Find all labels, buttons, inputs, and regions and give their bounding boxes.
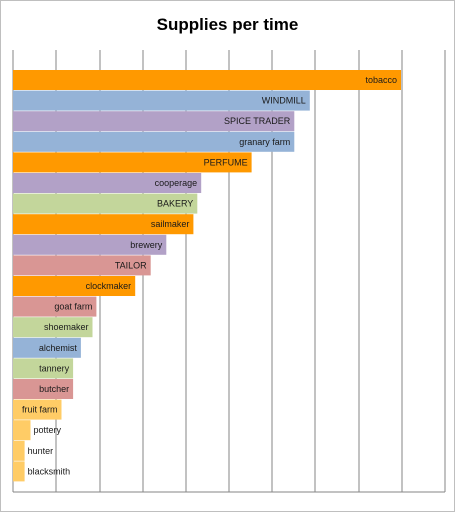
bar bbox=[13, 420, 31, 441]
bar bbox=[13, 111, 295, 132]
bar-category-label: pottery bbox=[34, 425, 62, 435]
bars bbox=[13, 70, 401, 482]
chart-title: Supplies per time bbox=[156, 15, 299, 34]
bar-category-label: butcher bbox=[39, 384, 69, 394]
bar-category-label: cooperage bbox=[155, 178, 198, 188]
bar bbox=[13, 255, 151, 276]
bar bbox=[13, 276, 136, 296]
bar-category-label: PERFUME bbox=[204, 157, 248, 167]
bar-category-label: goat farm bbox=[54, 302, 92, 312]
bar bbox=[13, 461, 25, 482]
bar-category-label: granary farm bbox=[239, 137, 290, 147]
bar-category-label: fruit farm bbox=[22, 405, 58, 415]
bar bbox=[13, 152, 252, 173]
bar bbox=[13, 440, 25, 461]
bar bbox=[13, 234, 167, 255]
bar-labels: tobacco WINDMILL SPICE TRADER granary farm P… bbox=[22, 75, 397, 476]
bar bbox=[13, 358, 74, 379]
bar bbox=[13, 379, 74, 399]
bar bbox=[13, 90, 310, 111]
bar-category-label: blacksmith bbox=[28, 466, 71, 476]
bar-category-label: brewery bbox=[130, 240, 163, 250]
bar bbox=[13, 214, 194, 235]
bar-category-label: tobacco bbox=[365, 75, 397, 85]
bar bbox=[13, 399, 62, 420]
bar-category-label: alchemist bbox=[39, 343, 78, 353]
bar-category-label: tannery bbox=[39, 363, 70, 373]
bar bbox=[13, 193, 198, 214]
bar bbox=[13, 296, 97, 317]
bar-category-label: clockmaker bbox=[86, 281, 132, 291]
bar-category-label: hunter bbox=[28, 446, 54, 456]
bar-category-label: sailmaker bbox=[151, 219, 190, 229]
bar-category-label: shoemaker bbox=[44, 322, 89, 332]
bar-category-label: TAILOR bbox=[115, 260, 147, 270]
bar bbox=[13, 173, 202, 193]
bar bbox=[13, 317, 93, 338]
bar-category-label: SPICE TRADER bbox=[224, 116, 291, 126]
bar-category-label: BAKERY bbox=[157, 199, 193, 209]
bar bbox=[13, 70, 401, 90]
bar bbox=[13, 337, 81, 358]
bar-category-label: WINDMILL bbox=[262, 96, 306, 106]
bar bbox=[13, 131, 295, 152]
